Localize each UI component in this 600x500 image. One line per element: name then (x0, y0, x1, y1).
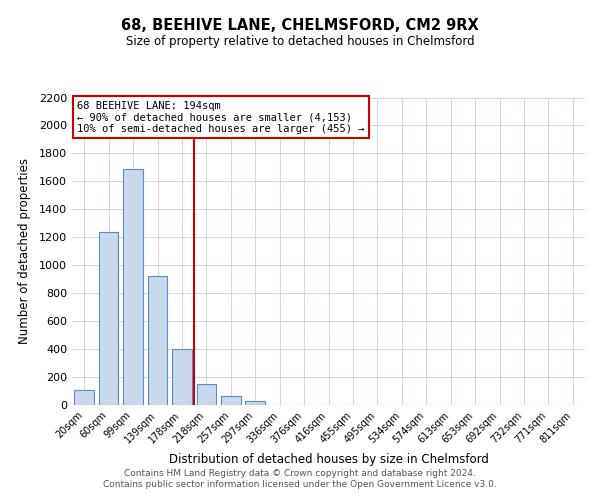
Bar (148, 276, 167, 405)
Text: 68, BEEHIVE LANE, CHELMSFORD, CM2 9RX: 68, BEEHIVE LANE, CHELMSFORD, CM2 9RX (121, 18, 479, 32)
Bar (221, 396, 241, 405)
Text: 68 BEEHIVE LANE: 194sqm
← 90% of detached houses are smaller (4,153)
10% of semi: 68 BEEHIVE LANE: 194sqm ← 90% of detache… (77, 100, 365, 134)
Bar (74, 390, 94, 405)
Bar (172, 349, 192, 405)
Bar (197, 384, 216, 405)
Bar (99, 232, 118, 405)
Bar (124, 169, 143, 405)
X-axis label: Distribution of detached houses by size in Chelmsford: Distribution of detached houses by size … (169, 453, 488, 466)
Bar (245, 401, 265, 405)
Text: Size of property relative to detached houses in Chelmsford: Size of property relative to detached ho… (125, 35, 475, 48)
Text: Contains HM Land Registry data © Crown copyright and database right 2024.: Contains HM Land Registry data © Crown c… (124, 469, 476, 478)
Text: Contains public sector information licensed under the Open Government Licence v3: Contains public sector information licen… (103, 480, 497, 489)
Y-axis label: Number of detached properties: Number of detached properties (17, 158, 31, 344)
